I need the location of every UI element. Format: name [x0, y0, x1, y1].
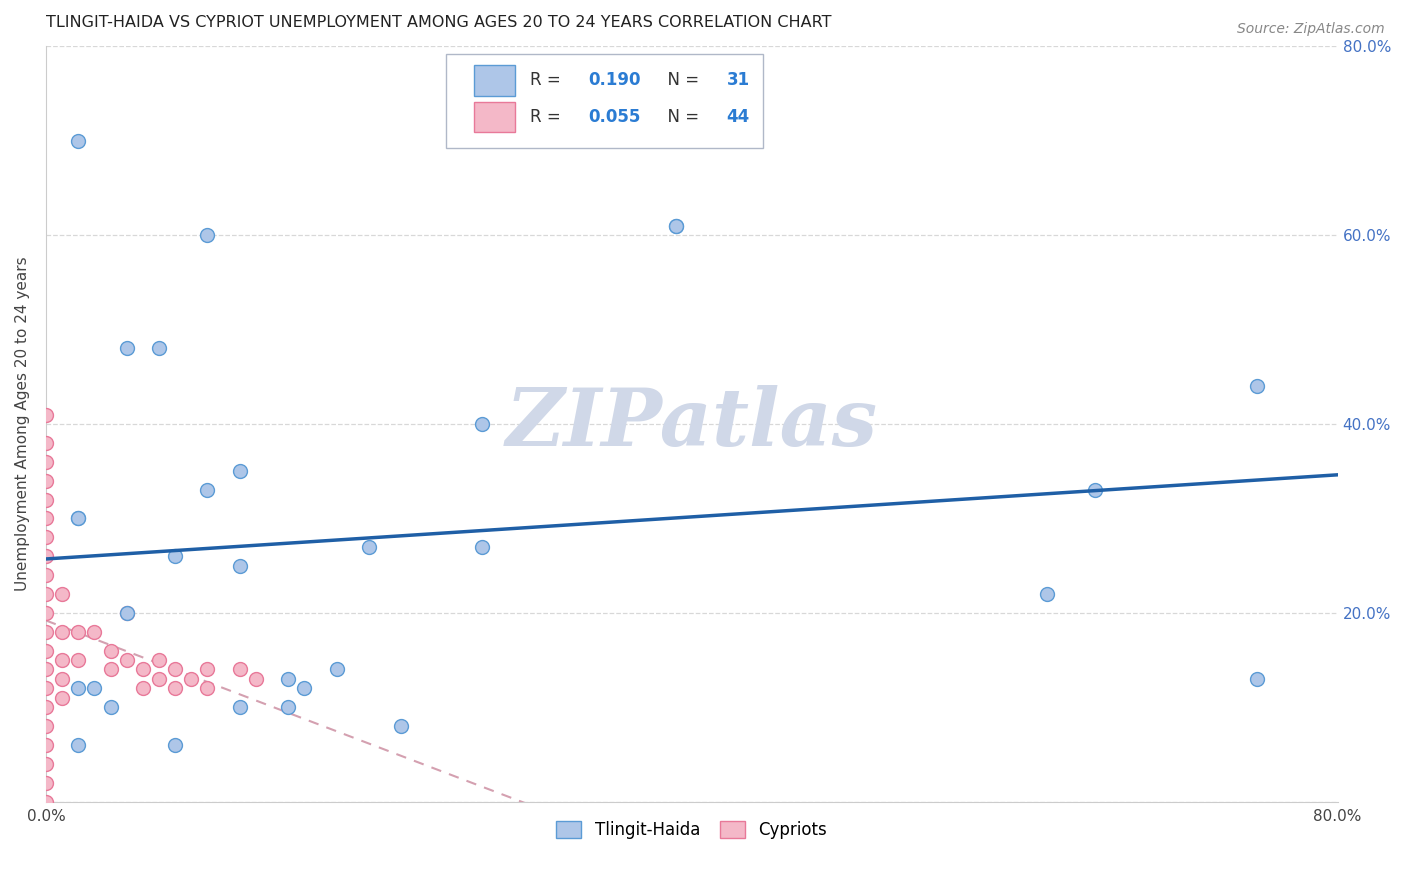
Point [35, 587, 58, 601]
Point [148, 653, 170, 667]
Point [35, 624, 58, 639]
Point [132, 662, 155, 676]
Point [389, 719, 412, 733]
Point [228, 464, 250, 478]
Point [165, 662, 187, 676]
Point [35, 568, 58, 582]
Point [35, 436, 58, 450]
Point [83, 624, 105, 639]
Point [35, 662, 58, 676]
Point [165, 681, 187, 696]
Text: R =: R = [530, 71, 567, 89]
Point [35, 530, 58, 544]
Point [35, 492, 58, 507]
Point [228, 558, 250, 573]
Point [148, 342, 170, 356]
Point [115, 606, 138, 620]
Point [277, 700, 299, 714]
Point [197, 228, 219, 243]
Point [51, 624, 73, 639]
Point [228, 662, 250, 676]
Point [67, 511, 90, 525]
Point [100, 700, 122, 714]
FancyBboxPatch shape [474, 102, 515, 132]
Point [35, 719, 58, 733]
Y-axis label: Unemployment Among Ages 20 to 24 years: Unemployment Among Ages 20 to 24 years [15, 257, 30, 591]
Point [100, 643, 122, 657]
Text: R =: R = [530, 108, 567, 126]
Text: N =: N = [657, 108, 704, 126]
Text: 44: 44 [727, 108, 749, 126]
Point [180, 672, 202, 686]
Text: 0.055: 0.055 [589, 108, 641, 126]
Point [35, 408, 58, 422]
Point [67, 681, 90, 696]
Text: Source: ZipAtlas.com: Source: ZipAtlas.com [1237, 22, 1385, 37]
FancyBboxPatch shape [474, 65, 515, 95]
Point [35, 606, 58, 620]
Point [1246, 379, 1268, 393]
Point [165, 738, 187, 752]
Point [228, 700, 250, 714]
Point [35, 474, 58, 488]
Point [471, 417, 494, 431]
Point [51, 690, 73, 705]
Point [35, 511, 58, 525]
Point [35, 549, 58, 563]
Point [471, 540, 494, 554]
Point [35, 795, 58, 809]
Point [67, 511, 90, 525]
Text: ZIPatlas: ZIPatlas [506, 385, 877, 463]
Point [35, 775, 58, 789]
Point [83, 681, 105, 696]
Point [35, 756, 58, 771]
Point [1036, 587, 1059, 601]
Text: TLINGIT-HAIDA VS CYPRIOT UNEMPLOYMENT AMONG AGES 20 TO 24 YEARS CORRELATION CHAR: TLINGIT-HAIDA VS CYPRIOT UNEMPLOYMENT AM… [46, 15, 831, 30]
Point [35, 681, 58, 696]
Point [165, 549, 187, 563]
Legend: Tlingit-Haida, Cypriots: Tlingit-Haida, Cypriots [550, 814, 834, 847]
Text: 0.190: 0.190 [589, 71, 641, 89]
Point [1084, 483, 1107, 497]
Point [100, 662, 122, 676]
Text: 31: 31 [727, 71, 749, 89]
FancyBboxPatch shape [446, 54, 763, 148]
Point [51, 587, 73, 601]
Point [245, 672, 267, 686]
Point [51, 653, 73, 667]
Point [1246, 672, 1268, 686]
Point [35, 455, 58, 469]
Point [665, 219, 688, 233]
Point [665, 219, 688, 233]
Point [51, 672, 73, 686]
Point [67, 653, 90, 667]
Point [115, 342, 138, 356]
Point [277, 672, 299, 686]
Point [115, 653, 138, 667]
Point [67, 134, 90, 148]
Point [67, 738, 90, 752]
Point [148, 672, 170, 686]
Point [35, 643, 58, 657]
Text: N =: N = [657, 71, 704, 89]
Point [357, 540, 380, 554]
Point [132, 681, 155, 696]
Point [35, 738, 58, 752]
Point [197, 483, 219, 497]
Point [115, 606, 138, 620]
Point [292, 681, 315, 696]
Point [197, 662, 219, 676]
Point [325, 662, 347, 676]
Point [35, 700, 58, 714]
Point [197, 681, 219, 696]
Point [67, 624, 90, 639]
